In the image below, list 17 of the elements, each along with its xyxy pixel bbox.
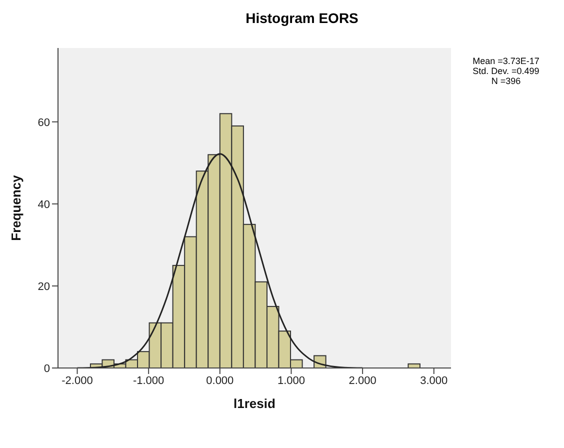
text: Mean =3.73E-17	[472, 56, 540, 66]
text: Std. Dev. =0.499	[472, 66, 540, 76]
x-tick-label: -2.000	[62, 374, 93, 387]
x-tick-label: -1.000	[132, 374, 164, 387]
y-tick-label: 40	[38, 198, 50, 211]
x-tick-label: 1.000	[277, 374, 305, 387]
y-tick-label: 60	[38, 116, 50, 129]
line-series	[76, 153, 364, 368]
text: N =396	[490, 76, 522, 86]
x-axis-title: l1resid	[234, 396, 276, 411]
y-axis-title: Frequency	[8, 174, 24, 241]
x-tick-label: 0.000	[206, 374, 234, 387]
y-tick-label: 20	[38, 280, 50, 293]
x-tick-label: 2.000	[348, 374, 376, 387]
y-tick-label: 0	[44, 362, 50, 375]
x-tick-label: 3.000	[420, 374, 448, 387]
chart-title: Histogram EORS	[244, 10, 360, 26]
